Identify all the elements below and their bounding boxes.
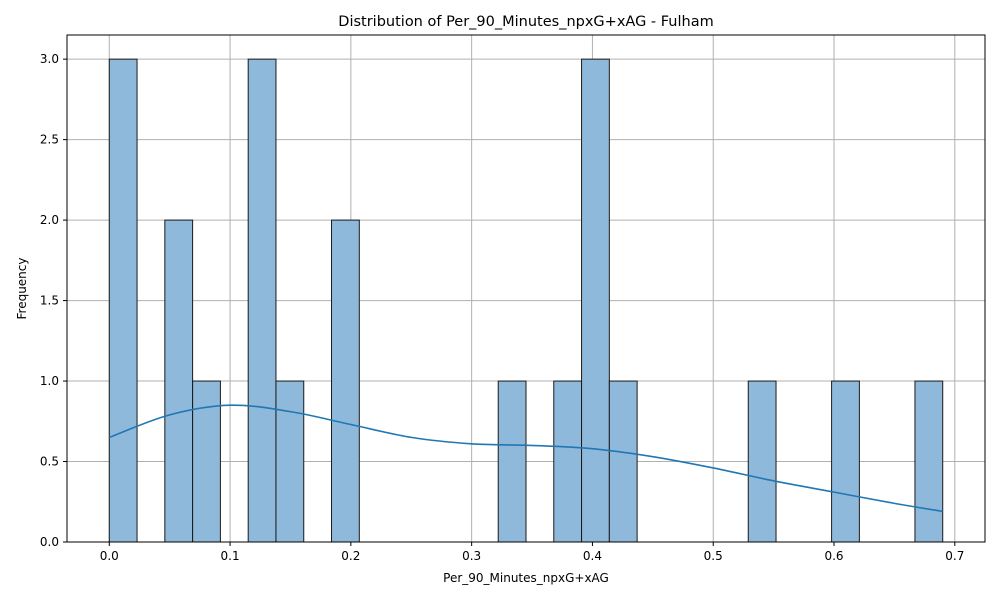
x-tick-label: 0.6 [824, 549, 843, 563]
y-tick-label: 0.5 [40, 455, 59, 469]
x-tick-label: 0.3 [462, 549, 481, 563]
y-tick-label: 3.0 [40, 52, 59, 66]
x-tick-label: 0.1 [221, 549, 240, 563]
chart-title: Distribution of Per_90_Minutes_npxG+xAG … [338, 14, 713, 30]
y-tick-label: 2.5 [40, 133, 59, 147]
histogram-bar [497, 380, 527, 543]
histogram-bar [108, 58, 138, 543]
histogram-bar [914, 380, 944, 543]
y-tick-label: 1.5 [40, 294, 59, 308]
histogram-bar [247, 58, 277, 543]
histogram-bar [747, 380, 777, 543]
x-tick-label: 0.5 [704, 549, 723, 563]
plot-area-frame [66, 34, 986, 543]
x-tick-label: 0.7 [945, 549, 964, 563]
histogram-bar [581, 58, 610, 543]
histogram-bar [192, 380, 221, 543]
y-tick-label: 1.0 [40, 374, 59, 388]
x-tick-label: 0.4 [583, 549, 602, 563]
histogram-bar [831, 380, 860, 543]
y-axis-label: Frequency [15, 258, 29, 320]
x-axis-label: Per_90_Minutes_npxG+xAG [443, 571, 609, 585]
kde-curve [108, 404, 943, 513]
y-tick-label: 2.0 [40, 213, 59, 227]
histogram-bars [108, 58, 944, 543]
x-tick-label: 0.2 [341, 549, 360, 563]
histogram-bar [164, 219, 194, 543]
histogram-bar [331, 219, 360, 543]
histogram-bar [553, 380, 583, 543]
histogram-bar [608, 380, 638, 543]
y-tick-label: 0.0 [40, 535, 59, 549]
histogram-bar [275, 380, 305, 543]
x-tick-label: 0.0 [100, 549, 119, 563]
axis-ticks: 0.0 0.1 0.2 0.3 0.4 0.5 0.6 0.7 0.0 0.5 1.0 1.5 2.0 2… [40, 52, 964, 563]
